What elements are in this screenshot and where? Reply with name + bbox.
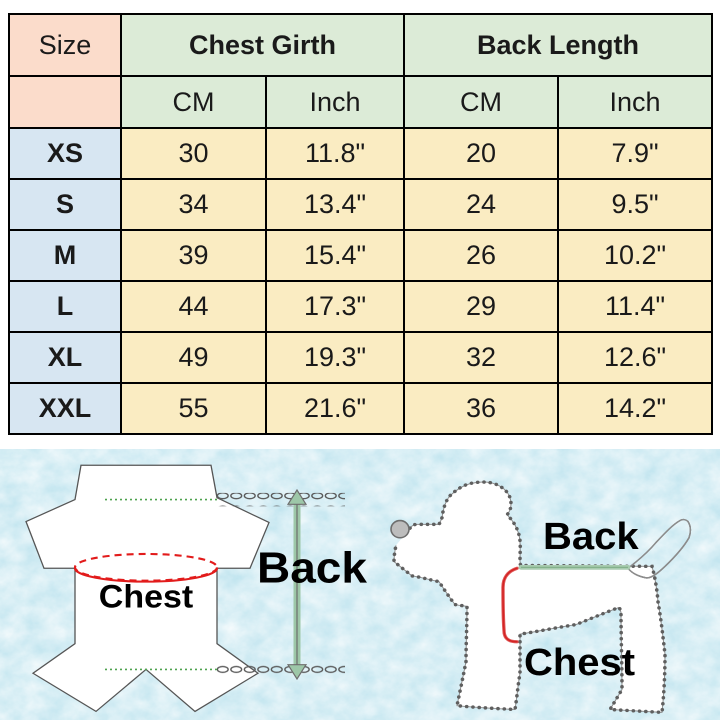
svg-text:Back: Back [257,543,368,593]
svg-text:Chest: Chest [99,579,193,615]
svg-text:Chest: Chest [524,642,635,684]
svg-text:Back: Back [543,516,639,558]
